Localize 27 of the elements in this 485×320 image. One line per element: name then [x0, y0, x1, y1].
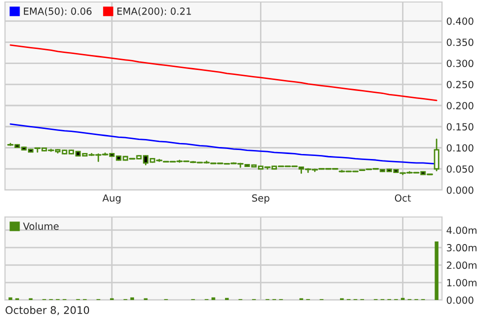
y-tick-label: 4.00m — [446, 226, 476, 234]
y-tick-label: 0.300 — [446, 60, 474, 68]
x-tick-label: Oct — [394, 194, 411, 202]
x-tick-label: Aug — [102, 194, 120, 204]
y-tick-label: 0.200 — [446, 102, 474, 110]
legend-label: Volume — [23, 222, 59, 230]
line-series — [10, 44, 438, 102]
candlestick — [434, 138, 440, 172]
bar — [8, 297, 12, 300]
y-tick-label: 3.00m — [446, 244, 476, 252]
legend-label: EMA(50): 0.06 — [24, 7, 92, 16]
y-tick-label: 2.00m — [446, 262, 476, 269]
x-tick-label: Sep — [252, 194, 270, 204]
bar — [211, 297, 216, 300]
text: October 8, 2010 — [6, 306, 90, 316]
y-tick-label: 0.150 — [446, 123, 474, 130]
y-tick-label: 0.350 — [446, 38, 474, 46]
bar — [130, 297, 134, 300]
y-tick-label: 0.250 — [446, 80, 474, 88]
y-tick-label: 1.00m — [447, 279, 476, 286]
y-tick-label: 0.050 — [446, 165, 474, 173]
y-tick-label: 0.100 — [446, 144, 474, 152]
bar — [434, 241, 438, 300]
y-tick-label: 0.000 — [446, 296, 474, 304]
legend-label: EMA(200): 0.21 — [117, 7, 191, 16]
y-tick-label: 0.400 — [446, 17, 474, 25]
y-tick-label: 0.000 — [446, 186, 474, 194]
